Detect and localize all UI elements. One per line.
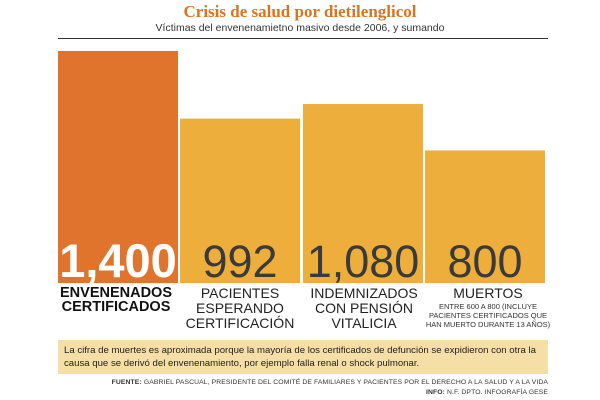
category-label-line: MUERTOS [453,285,523,301]
bar-value-label: 992 [202,236,277,287]
bar-3 [303,104,423,284]
bar-4 [425,150,545,283]
bar-2 [180,118,300,284]
bar-1 [58,51,178,283]
source-label: FUENTE: [111,379,142,386]
category-note: ENTRE 600 A 800 (INCLUYE PACIENTES CERTI… [425,302,551,329]
bar-value-label: 1,080 [307,236,420,287]
bar-value-label: 800 [447,236,522,287]
category-label-line: PACIENTES [200,285,280,301]
category-label-muertos: MUERTOS ENTRE 600 A 800 (INCLUYE PACIENT… [424,286,552,329]
bar-value-label: 1,400 [59,234,177,287]
info-label: INFO: [425,389,445,396]
category-label-line: CERTIFICACIÓN [185,315,295,331]
category-label-envenenados: ENVENENADOS CERTIFICADOS [54,285,178,315]
category-label-line: CERTIFICADOS [61,299,171,315]
info-text: N.F. DPTO. INFOGRAFÍA GESE [446,389,548,396]
category-label-line: INDEMNIZADOS [310,285,418,301]
category-label-pacientes: PACIENTES ESPERANDO CERTIFICACIÓN [178,286,302,331]
category-label-line: CON PENSIÓN [314,300,413,316]
header-divider [58,38,548,39]
chart-title: Crisis de salud por dietilenglicol [183,2,417,21]
category-label-line: VITALICIA [331,315,397,331]
source-text: GABRIEL PASCUAL, PRESIDENTE DEL COMITÉ D… [143,379,548,386]
chart-subtitle: Víctimas del envenenamietno masivo desde… [155,22,445,34]
footnote-text: La cifra de muertes es aproximada porque… [64,345,536,369]
category-label-line: ENVENENADOS [60,285,172,301]
category-label-line: ESPERANDO [196,300,284,316]
footnote-box: La cifra de muertes es aproximada porque… [58,340,548,374]
info-credit: INFO: N.F. DPTO. INFOGRAFÍA GESE [28,389,548,396]
source-credit: FUENTE: GABRIEL PASCUAL, PRESIDENTE DEL … [28,379,548,386]
category-label-indemnizados: INDEMNIZADOS CON PENSIÓN VITALICIA [302,286,426,331]
